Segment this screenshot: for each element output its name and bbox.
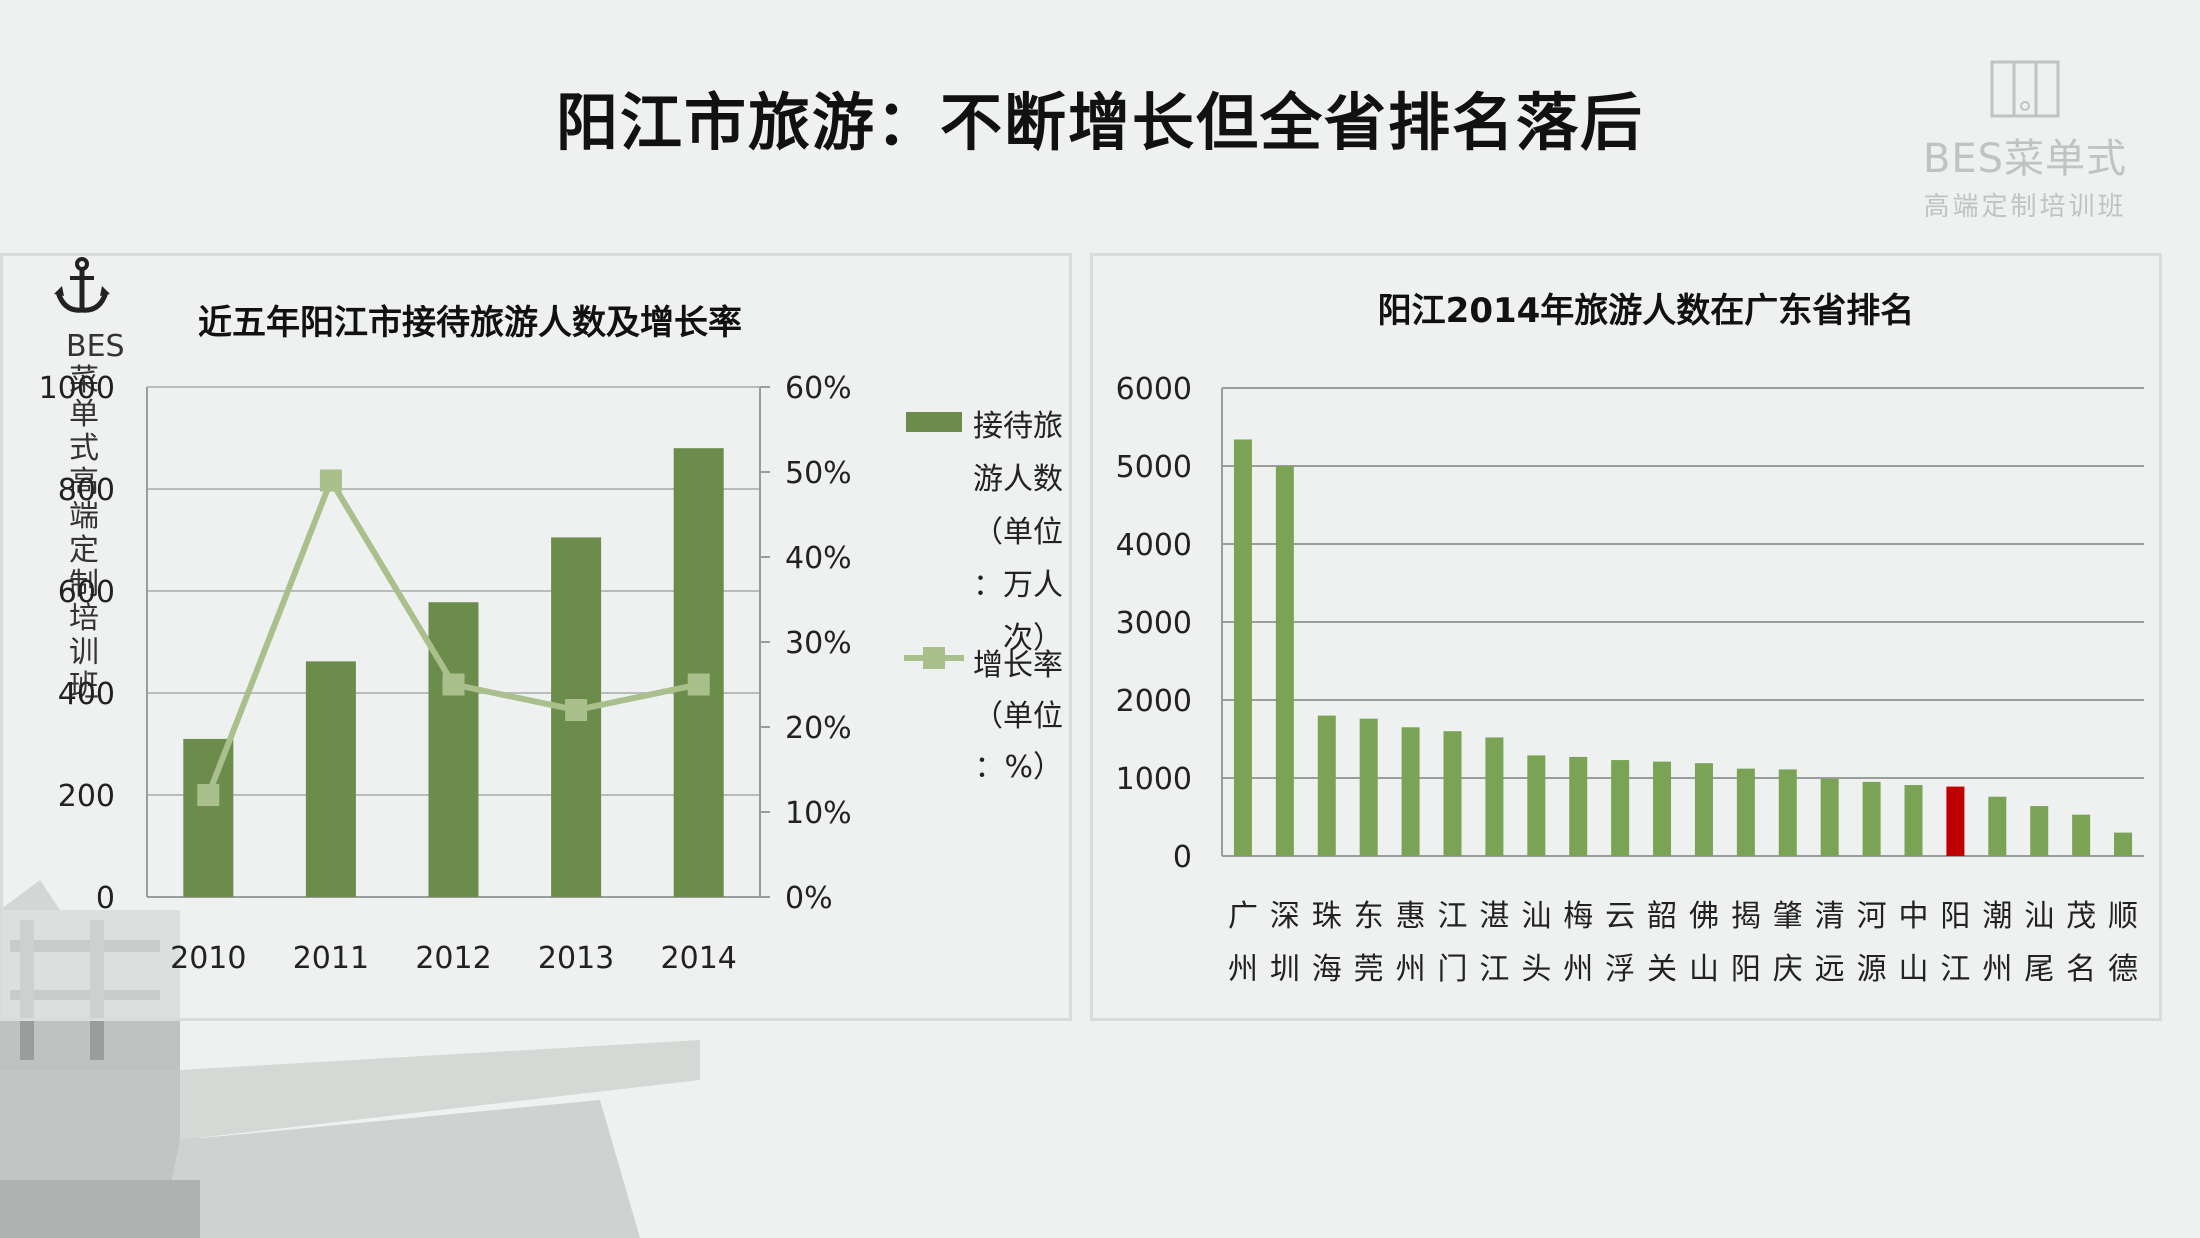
chart1-x-tick: 2014 (661, 941, 737, 976)
chart1-legend-bar-swatch (906, 412, 962, 432)
brand-watermark: BES菜单式 高端定制培训班 (1910, 58, 2140, 223)
chart2-bar (1820, 778, 1839, 856)
chart2-y-tick: 2000 (1116, 684, 1192, 719)
chart1-y-right-tick: 10% (785, 796, 852, 831)
chart1-legend-line-label: 增长率 (973, 648, 1063, 683)
chart1-bar (673, 448, 724, 897)
chart1-y-right-tick: 50% (785, 456, 852, 491)
chart1-x-tick: 2010 (170, 941, 246, 976)
chart2-x-tick: 江门 (1438, 899, 1468, 987)
chart2-bar (1275, 466, 1294, 856)
chart1-bar (183, 738, 234, 897)
chart1-bar (428, 602, 479, 897)
chart2-x-tick: 清远 (1815, 899, 1845, 987)
chart2-x-tick: 中山 (1899, 899, 1929, 987)
chart1-growth-marker (565, 699, 588, 721)
chart1-growth-marker (197, 784, 220, 806)
chart2-bar (2030, 806, 2049, 856)
chart1-legend-line-label: ：%） (974, 750, 1063, 785)
chart2-x-tick: 韶关 (1647, 899, 1677, 987)
chart2-bar (1904, 785, 1923, 856)
chart2-bar (1569, 756, 1588, 856)
chart1-growth-marker (442, 673, 465, 696)
chart2-y-tick: 1000 (1116, 762, 1192, 797)
chart2-bar (1233, 439, 1252, 856)
chart2-x-tick: 云浮 (1605, 899, 1635, 987)
chart2-x-tick: 汕头 (1521, 899, 1551, 987)
page-title: 阳江市旅游：不断增长但全省排名落后 (555, 86, 1644, 159)
chart2-x-tick: 东莞 (1354, 899, 1384, 987)
chart2-x-tick: 惠州 (1396, 899, 1426, 987)
chart2-x-tick: 广州 (1228, 899, 1258, 987)
chart1-y-right-tick: 0% (785, 881, 833, 916)
chart1-bar (305, 661, 356, 897)
chart2-x-tick: 顺德 (2108, 899, 2138, 987)
chart1-legend-bar-label: ：万人 (973, 568, 1063, 603)
chart2-bar (1653, 761, 1672, 856)
anchor-icon (54, 257, 110, 313)
chart1-legend-bar-label: 游人数 (973, 462, 1063, 497)
chart1-y-left-tick: 400 (58, 677, 115, 712)
chart2-bar (1946, 786, 1965, 856)
chart2-x-tick: 汕尾 (2024, 899, 2054, 987)
chart2-x-tick: 深圳 (1270, 899, 1300, 987)
province-ranking-chart-panel (1090, 253, 2162, 1021)
chart1-y-left-tick: 600 (58, 575, 115, 610)
chart2-bar (1694, 763, 1713, 856)
chart2-bar (2072, 814, 2091, 856)
chart2-x-tick: 珠海 (1312, 899, 1342, 987)
chart1-legend-bar-label: 接待旅 (973, 409, 1063, 444)
chart1-legend-bar-label: 次） (1003, 621, 1063, 656)
chart2-x-tick: 揭阳 (1731, 899, 1761, 987)
chart2-bar (2114, 832, 2133, 856)
chart2-bar (1359, 718, 1378, 856)
chart2-bar (1862, 781, 1881, 856)
chart2-y-tick: 3000 (1116, 606, 1192, 641)
chart1-y-right-tick: 40% (785, 541, 852, 576)
chart2-y-tick: 4000 (1116, 528, 1192, 563)
chart2-bar (1443, 731, 1462, 856)
chart1-x-tick: 2011 (293, 941, 369, 976)
chart2-y-tick: 0 (1173, 840, 1192, 875)
chart1-legend-line-label: （单位 (973, 699, 1063, 734)
chart2-x-tick: 阳江 (1940, 899, 1970, 987)
chart1-y-left-tick: 1000 (39, 371, 115, 406)
chart2-bar (1317, 715, 1336, 856)
brand-name: BES菜单式 (1922, 136, 2128, 182)
chart2-x-tick: 肇庆 (1773, 899, 1803, 987)
chart1-x-tick: 2013 (538, 941, 614, 976)
chart2-y-tick: 5000 (1116, 450, 1192, 485)
chart1-x-tick: 2012 (415, 941, 491, 976)
chart2-x-tick: 潮州 (1982, 899, 2012, 987)
chart1-growth-marker (319, 469, 342, 492)
chart1-growth-marker (687, 673, 710, 696)
chart1-legend-bar-label: （单位 (973, 515, 1063, 550)
chart2-bar (1988, 796, 2007, 856)
chart1-y-right-tick: 20% (785, 711, 852, 746)
brand-subtitle: 高端定制培训班 (1923, 192, 2127, 222)
chart2-bar (1611, 760, 1630, 856)
chart2-y-tick: 6000 (1116, 372, 1192, 407)
chart2-bar (1485, 737, 1504, 856)
chart2-x-tick: 河源 (1857, 899, 1887, 987)
chart1-y-left-tick: 800 (58, 473, 115, 508)
chart1-title: 近五年阳江市接待旅游人数及增长率 (198, 303, 742, 343)
chart2-x-tick: 佛山 (1689, 899, 1719, 987)
chart1-legend-line-marker (923, 647, 945, 669)
chart2-title: 阳江2014年旅游人数在广东省排名 (1378, 291, 1915, 331)
chart2-x-tick: 湛江 (1479, 899, 1509, 987)
chart1-y-left-tick: 0 (96, 881, 115, 916)
chart1-y-right-tick: 60% (785, 371, 852, 406)
visitors-growth-chart-panel (0, 253, 1072, 1021)
chart1-y-left-tick: 200 (58, 779, 115, 814)
chart2-x-tick: 茂名 (2066, 899, 2096, 987)
bes-logo-icon (1990, 60, 2060, 118)
chart2-bar (1736, 768, 1755, 856)
chart2-bar (1401, 727, 1420, 856)
chart2-bar (1527, 755, 1546, 856)
chart2-x-tick: 梅州 (1563, 899, 1593, 987)
chart2-bar (1778, 769, 1797, 856)
chart1-y-right-tick: 30% (785, 626, 852, 661)
